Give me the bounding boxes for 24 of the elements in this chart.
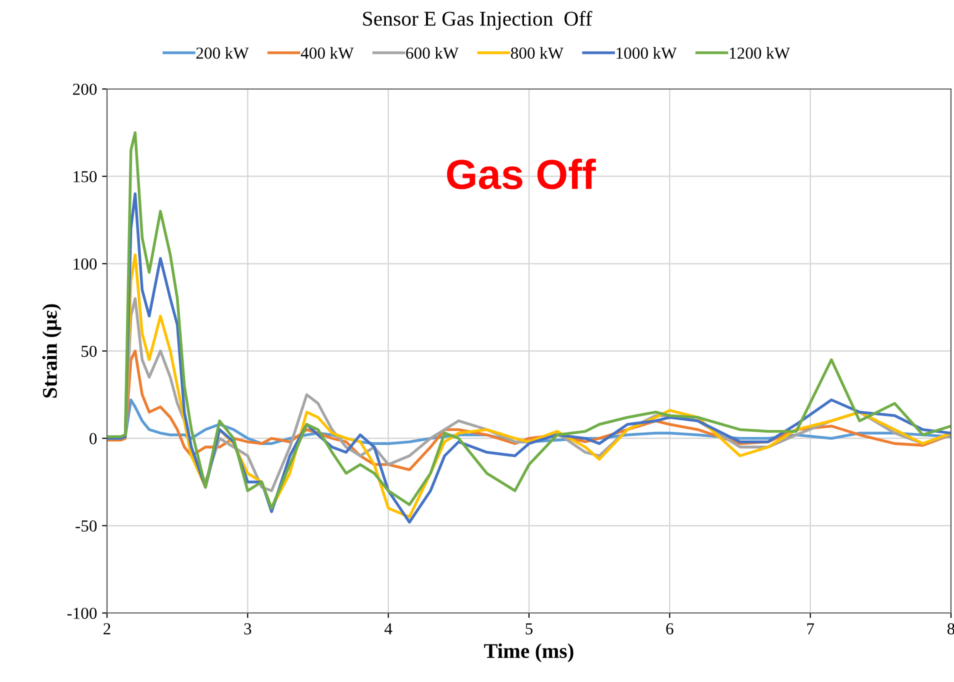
x-tick-label: 6 (666, 623, 674, 634)
y-tick-label: 0 (90, 433, 97, 444)
x-axis-title: Time (ms) (484, 643, 574, 662)
x-tick-label: 5 (526, 623, 533, 634)
annotation: Gas Off (447, 158, 596, 190)
legend-label: 800 kW (510, 47, 564, 59)
chart-title: Sensor E Gas Injection Off (363, 10, 592, 30)
x-tick-label: 7 (807, 623, 814, 634)
y-tick-label: -100 (67, 608, 97, 619)
legend-label: 1000 kW (616, 47, 677, 59)
y-axis-title: Strain (με) (42, 304, 62, 398)
legend-label: 400 kW (300, 47, 354, 59)
line-series (107, 131, 951, 510)
y-tick-label: 100 (74, 258, 97, 270)
y-tick-label: 150 (74, 171, 97, 182)
x-tick-label: 3 (244, 623, 252, 634)
x-tick-label: 2 (104, 623, 110, 634)
legend-label: 200 kW (196, 47, 249, 59)
x-tick-label: 4 (384, 623, 392, 634)
legend-label: 1200 kW (730, 47, 790, 59)
y-tick-label: 50 (82, 346, 97, 357)
legend-label: 600 kW (406, 47, 459, 59)
y-tick-label: -50 (76, 520, 97, 532)
y-tick-label: 200 (73, 84, 97, 95)
